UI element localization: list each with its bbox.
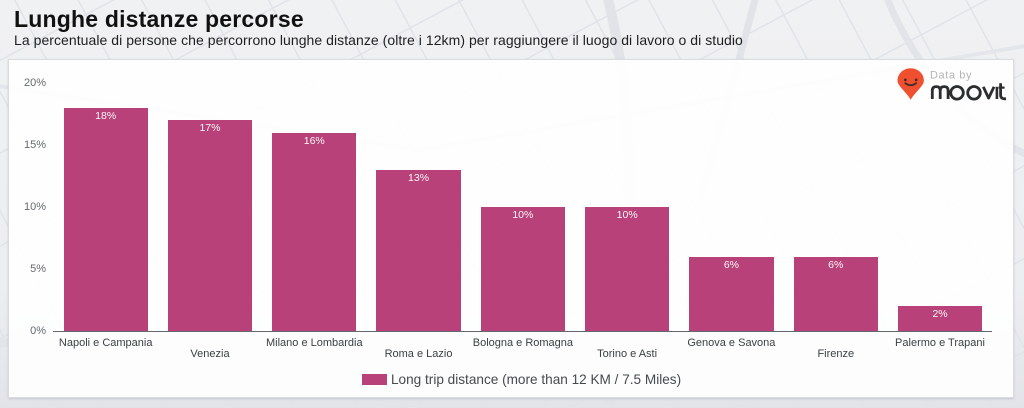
- svg-text:Data by: Data by: [930, 70, 972, 82]
